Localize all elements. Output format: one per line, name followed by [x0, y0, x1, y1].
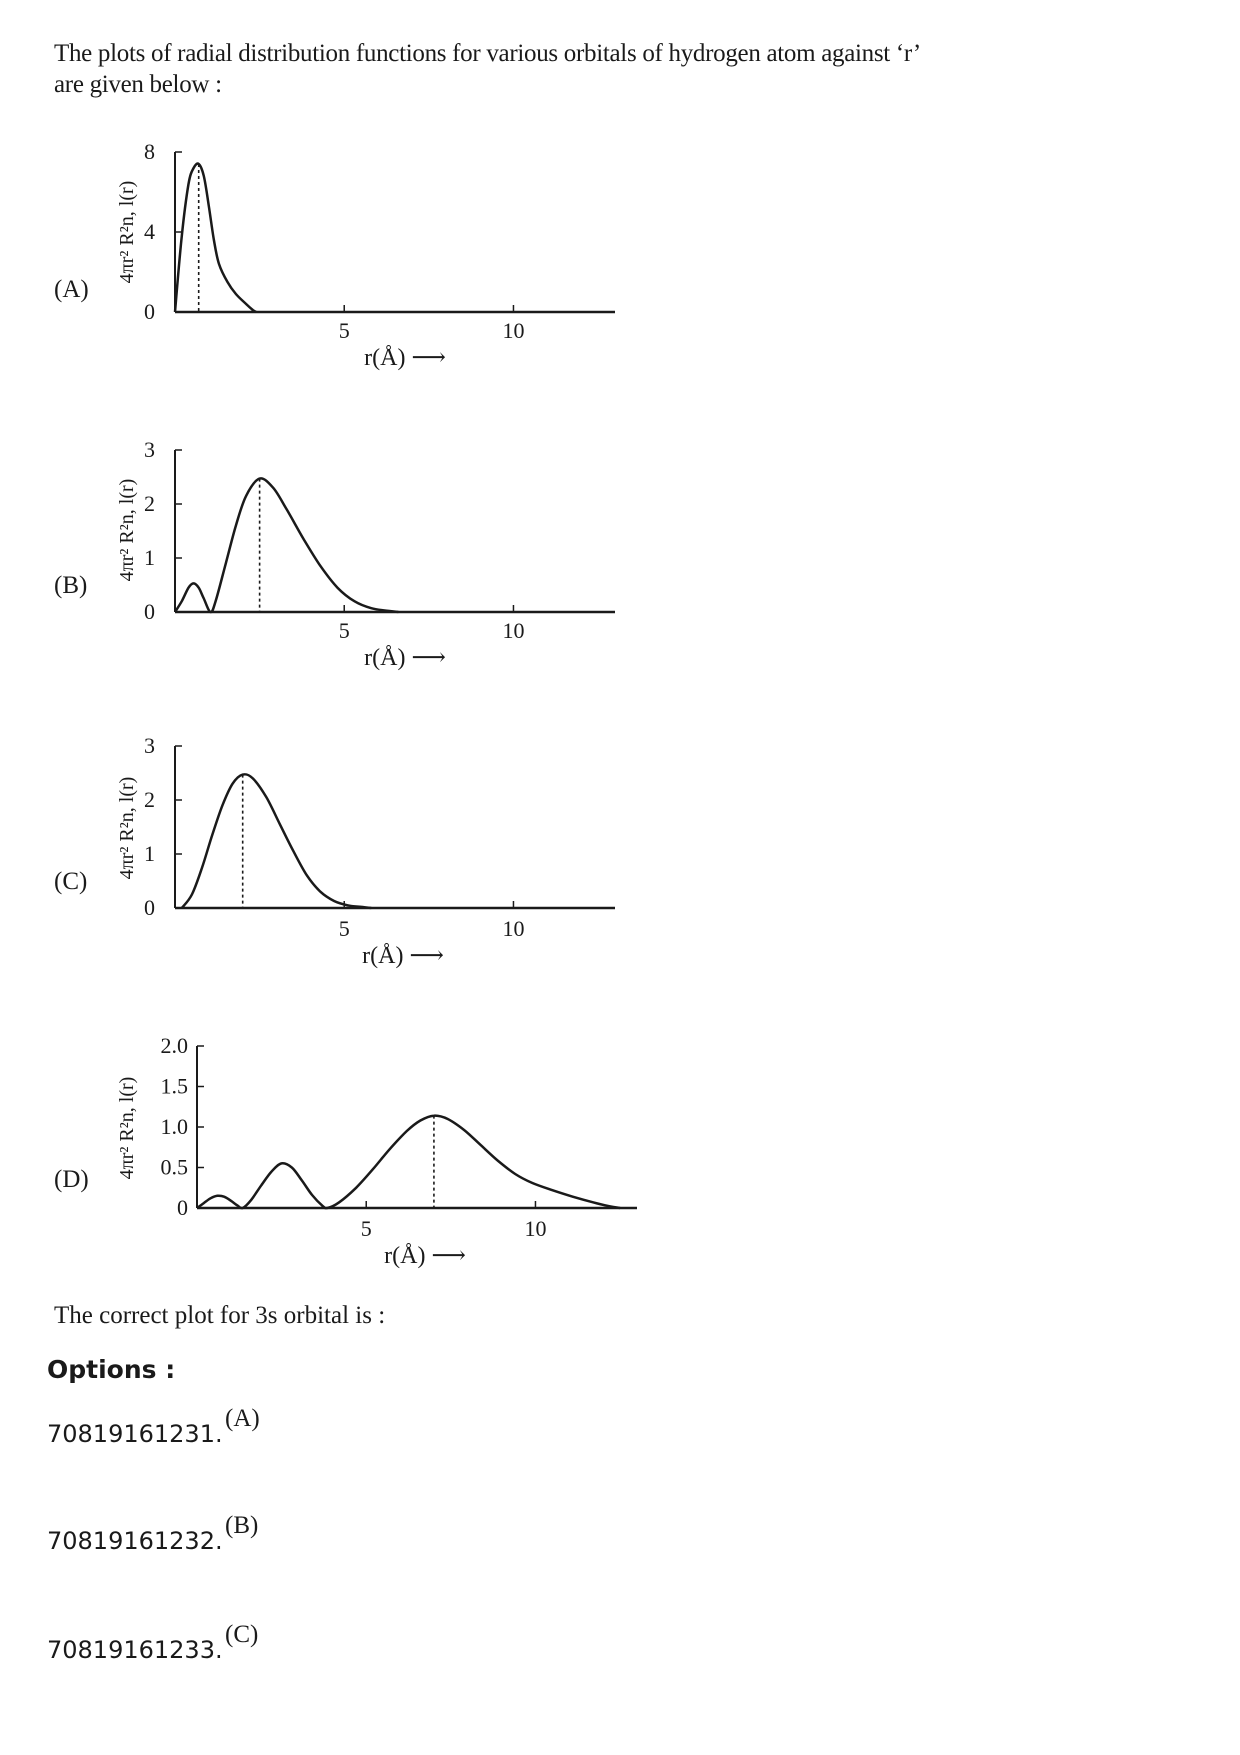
option-value[interactable]: (B) [225, 1512, 259, 1539]
radial-curve [173, 477, 399, 614]
plot-label-b: (B) [54, 572, 88, 599]
x-tick-label: 5 [339, 618, 350, 643]
x-axis-label: r(Å) ⟶ [364, 645, 446, 671]
y-tick-label: 1 [144, 841, 155, 866]
y-tick-label: 0 [177, 1195, 188, 1220]
y-tick-label: 0 [144, 599, 155, 624]
y-tick-label: 0.5 [161, 1155, 189, 1180]
x-axis-label: r(Å) ⟶ [364, 345, 446, 371]
y-tick-label: 0 [144, 299, 155, 324]
option-value[interactable]: (C) [225, 1621, 259, 1648]
radial-plot-d: 0 0.5 1.0 1.5 2.0 5 10 4πr² R²n, l(r) r(Å) ⟶ [116, 1033, 637, 1269]
y-tick-label: 2 [144, 491, 155, 516]
radial-plot-c: 0 1 2 3 5 10 4πr² R²n, l(r) r(Å) ⟶ [116, 733, 615, 969]
y-tick-label: 1.0 [161, 1114, 189, 1139]
x-axis-label: r(Å) ⟶ [362, 943, 444, 969]
radial-curve [196, 1114, 621, 1210]
y-tick-label: 1 [144, 545, 155, 570]
x-tick-label: 10 [502, 618, 524, 643]
y-tick-label: 8 [144, 139, 155, 164]
y-axis-label: 4πr² R²n, l(r) [116, 1077, 138, 1180]
option-id: 70819161231. [47, 1420, 223, 1448]
radial-curve [180, 773, 372, 910]
y-tick-label: 3 [144, 437, 155, 462]
y-tick-label: 2.0 [161, 1033, 189, 1058]
option-id: 70819161232. [47, 1527, 223, 1555]
plot-label-d: (D) [54, 1166, 89, 1193]
y-axis-label: 4πr² R²n, l(r) [116, 777, 138, 880]
y-tick-label: 0 [144, 895, 155, 920]
x-tick-label: 5 [339, 916, 350, 941]
x-tick-label: 5 [361, 1216, 372, 1241]
plot-label-a: (A) [54, 276, 89, 303]
x-tick-label: 5 [339, 318, 350, 343]
y-tick-label: 3 [144, 733, 155, 758]
y-axis-label: 4πr² R²n, l(r) [116, 181, 138, 284]
option-value[interactable]: (A) [225, 1405, 260, 1432]
x-tick-label: 10 [524, 1216, 546, 1241]
x-tick-label: 10 [502, 916, 524, 941]
x-axis-label: r(Å) ⟶ [384, 1243, 466, 1269]
question-intro: The plots of radial distribution functio… [54, 40, 920, 98]
radial-plot-a: 0 4 8 5 10 4πr² R²n, l(r) r(Å) ⟶ [116, 139, 615, 371]
x-tick-label: 10 [502, 318, 524, 343]
question-text: The correct plot for 3s orbital is : [54, 1302, 386, 1329]
options-heading: Options : [47, 1355, 176, 1384]
y-tick-label: 4 [144, 219, 155, 244]
radial-curve [173, 162, 257, 314]
y-axis-label: 4πr² R²n, l(r) [116, 479, 138, 582]
y-tick-label: 2 [144, 787, 155, 812]
plot-label-c: (C) [54, 868, 88, 895]
option-id: 70819161233. [47, 1636, 223, 1664]
radial-plot-b: 0 1 2 3 5 10 4πr² R²n, l(r) r(Å) ⟶ [116, 437, 615, 671]
y-tick-label: 1.5 [161, 1074, 189, 1099]
